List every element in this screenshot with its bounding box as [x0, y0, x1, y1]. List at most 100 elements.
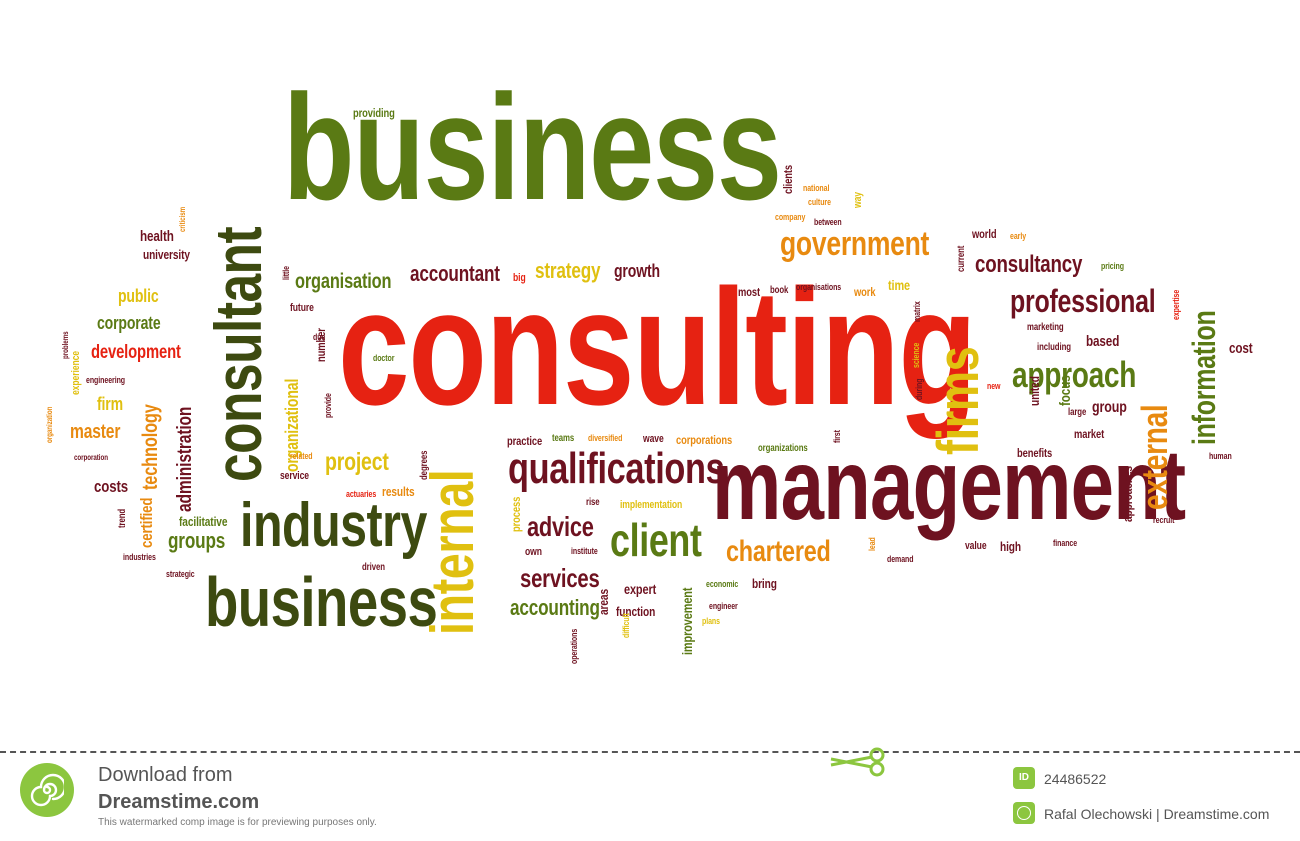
word-human: human	[1209, 451, 1232, 461]
word-matrix: matrix	[912, 301, 922, 322]
word-future: future	[290, 302, 314, 314]
word-company: company	[775, 212, 806, 222]
word-current: current	[956, 245, 967, 272]
word-early: early	[1010, 231, 1027, 241]
word-rise: rise	[586, 497, 600, 508]
word-little: little	[281, 265, 291, 280]
word-facilitative: facilitative	[179, 514, 228, 529]
word-corporate: corporate	[97, 313, 161, 333]
word-strategy: strategy	[535, 258, 601, 283]
word-industry: industry	[240, 491, 427, 560]
word-service: service	[280, 470, 309, 482]
word-benefits: benefits	[1017, 446, 1053, 460]
word-degrees: degrees	[419, 450, 430, 480]
word-approaches: approaches	[1120, 466, 1135, 522]
word-problems: problems	[61, 331, 70, 359]
word-engineering: engineering	[86, 375, 126, 385]
word-high: high	[1000, 539, 1021, 554]
word-master: master	[70, 421, 121, 443]
word-economic: economic	[706, 579, 739, 589]
word-lead: lead	[867, 537, 877, 551]
id-badge-icon: ID	[1013, 767, 1035, 789]
word-organization: organization	[45, 406, 54, 443]
word-group: group	[1092, 399, 1127, 416]
word-university: university	[143, 247, 190, 262]
word-national: national	[803, 183, 830, 193]
word-providing: providing	[353, 106, 395, 120]
word-external: external	[1134, 404, 1175, 510]
word-based: based	[1086, 333, 1120, 350]
preview-notice: This watermarked comp image is for previ…	[98, 817, 377, 828]
word-difficult: difficult	[621, 613, 631, 638]
word-plans: plans	[702, 616, 720, 626]
word-trend: trend	[117, 508, 128, 528]
word-process: process	[509, 496, 523, 532]
image-id: 24486522	[1044, 771, 1107, 787]
word-way: way	[852, 192, 864, 208]
word-pricing: pricing	[1101, 261, 1124, 271]
word-first: first	[832, 430, 842, 443]
word-cloud: business consulting management consultant in…	[45, 63, 1253, 664]
word-operations: operations	[569, 628, 579, 664]
word-advice: advice	[527, 511, 594, 542]
word-criticism: criticism	[178, 206, 187, 232]
word-business: business	[205, 563, 438, 641]
spiral-logo-icon	[20, 763, 74, 817]
word-corporation: corporation	[74, 453, 108, 462]
word-book: book	[770, 285, 789, 296]
word-results: results	[382, 484, 415, 499]
word-strategic: strategic	[166, 569, 195, 579]
word-clients: clients	[781, 164, 795, 194]
word-professional: professional	[1010, 283, 1156, 319]
word-accountant: accountant	[410, 261, 500, 286]
word-time: time	[888, 277, 911, 293]
word-accounting: accounting	[510, 595, 600, 620]
word-recruit: recruit	[1153, 515, 1175, 525]
word-own: own	[525, 546, 542, 558]
word-improvement: improvement	[679, 587, 695, 655]
word-between: between	[814, 217, 842, 227]
word-firm: firm	[97, 394, 123, 414]
word-diversified: diversified	[588, 433, 623, 443]
word-large: large	[1068, 407, 1087, 418]
word-client: client	[610, 514, 702, 566]
word-demand: demand	[887, 554, 914, 564]
word-including: including	[1037, 342, 1071, 353]
word-approach: approach	[1012, 354, 1137, 395]
word-finance: finance	[1053, 538, 1078, 548]
word-bring: bring	[752, 576, 777, 591]
word-value: value	[965, 540, 987, 552]
site-name[interactable]: Dreamstime.com	[98, 791, 260, 813]
copyright-icon	[1013, 802, 1035, 824]
word-organisation: organisation	[295, 270, 392, 293]
word-market: market	[1074, 427, 1105, 441]
word-consultant: consultant	[201, 226, 275, 482]
word-areas: areas	[596, 588, 611, 615]
word-growth: growth	[614, 261, 660, 281]
word-new: new	[987, 381, 1001, 391]
word-related: related	[290, 451, 313, 461]
author-credit: Rafal Olechowski | Dreamstime.com	[1044, 806, 1270, 822]
word-technology: technology	[139, 404, 162, 490]
word-public: public	[118, 286, 159, 306]
word-work: work	[854, 285, 876, 299]
word-expert: expert	[624, 581, 657, 597]
word-business: business	[283, 63, 782, 231]
word-consulting: consulting	[338, 255, 977, 439]
download-from-label: Download from	[98, 764, 233, 786]
word-organisations: organisations	[796, 282, 842, 292]
word-development: development	[91, 342, 181, 363]
word-due: due	[313, 332, 326, 342]
scissors-icon	[830, 747, 885, 777]
word-management: management	[712, 429, 1186, 541]
word-corporations: corporations	[676, 433, 733, 447]
word-cost: cost	[1229, 340, 1253, 357]
word-focus: focus	[1057, 375, 1074, 406]
word-health: health	[140, 228, 174, 245]
word-administration: administration	[174, 406, 196, 512]
word-science: science	[911, 342, 921, 368]
word-industries: industries	[123, 552, 156, 562]
word-groups: groups	[168, 528, 226, 553]
word-government: government	[780, 225, 930, 263]
word-organizations: organizations	[758, 443, 808, 454]
